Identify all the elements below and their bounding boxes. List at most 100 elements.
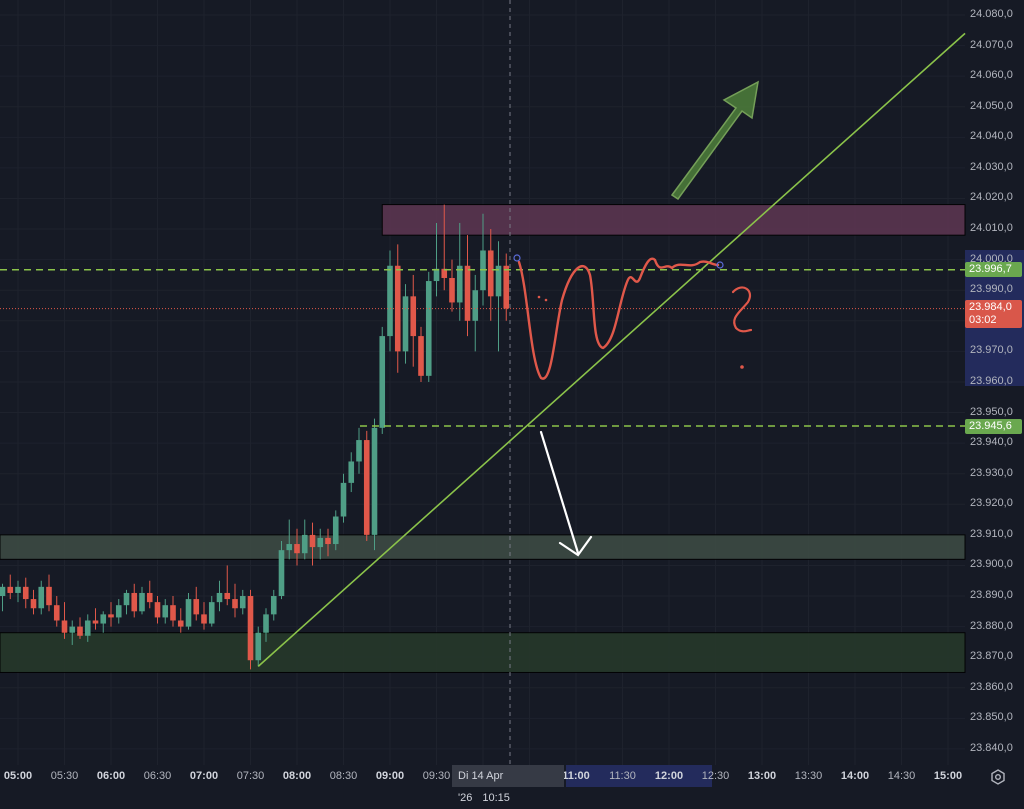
time-label: 09:00: [375, 770, 405, 782]
candle-body: [108, 614, 114, 618]
price-label: 24.010,0: [970, 222, 1013, 235]
candle: [464, 235, 471, 337]
candle-body: [53, 605, 60, 621]
time-label: 13:30: [794, 770, 823, 782]
candle: [15, 580, 21, 603]
candle-body: [46, 586, 52, 606]
candle: [115, 599, 122, 624]
price-label: 23.940,0: [970, 436, 1013, 449]
time-label: 14:00: [840, 770, 870, 782]
drawing-anchor-handle: [716, 261, 724, 269]
level-lower-tag: 23.945,6: [965, 419, 1022, 434]
candle: [425, 271, 432, 382]
price-label: 23.970,0: [970, 344, 1013, 357]
price-label: 23.880,0: [970, 619, 1013, 632]
candle: [69, 620, 76, 645]
price-label: 24.040,0: [970, 130, 1013, 143]
candle: [495, 241, 502, 352]
candle-body: [30, 599, 37, 609]
candle: [418, 326, 424, 382]
candle: [247, 589, 254, 670]
bullish-arrow-drawing: [670, 80, 759, 201]
candle: [7, 574, 14, 600]
candle: [270, 589, 277, 621]
price-label: 24.050,0: [970, 99, 1013, 112]
candle-body: [294, 544, 300, 554]
candle: [340, 473, 347, 523]
candle: [216, 580, 223, 612]
candle: [53, 596, 60, 627]
price-chart[interactable]: [0, 0, 1024, 787]
candle-body: [61, 620, 68, 633]
time-label: 07:30: [236, 770, 265, 782]
candle-body: [278, 550, 285, 597]
price-label: 24.080,0: [970, 8, 1013, 20]
candle-body: [325, 537, 331, 545]
candle: [131, 583, 138, 618]
candle: [402, 284, 409, 364]
candle: [503, 253, 510, 321]
current-price-tag: 23.984,0 03:02: [965, 300, 1022, 328]
candle: [84, 614, 91, 642]
time-label: 06:00: [96, 770, 126, 782]
candle: [239, 589, 246, 615]
candle-body: [170, 605, 176, 621]
candle-body: [301, 534, 308, 554]
candle: [22, 577, 29, 609]
candle-body: [441, 268, 448, 278]
candle-body: [208, 602, 215, 624]
question-mark-drawing: [731, 286, 753, 333]
price-label: 24.070,0: [970, 38, 1013, 51]
question-mark-dot: [740, 365, 744, 369]
drawing-anchor-handle: [513, 254, 521, 262]
candle: [278, 540, 285, 600]
price-label: 24.000,0: [970, 252, 1013, 265]
drawing-dot: [544, 298, 548, 302]
time-axis-selection: [566, 765, 712, 787]
candle: [38, 580, 45, 615]
candle-body: [139, 592, 145, 612]
time-label: 05:30: [50, 770, 79, 782]
candle-body: [22, 586, 29, 600]
trendline: [257, 32, 966, 667]
candle-body: [356, 440, 362, 462]
candle-body: [232, 599, 238, 609]
time-label: 12:30: [701, 770, 730, 782]
candle-body: [340, 482, 347, 517]
candle: [139, 586, 145, 615]
candle-body: [387, 265, 393, 337]
candle: [0, 583, 6, 612]
time-label: 14:30: [887, 770, 916, 782]
candle-body: [464, 265, 471, 321]
candle-body: [7, 586, 14, 593]
price-path-drawing: [517, 257, 720, 380]
candle: [286, 519, 293, 560]
candle: [356, 427, 362, 474]
price-label: 23.890,0: [970, 589, 1013, 602]
settings-gear-icon[interactable]: [990, 769, 1006, 785]
candle: [433, 222, 440, 297]
time-label: 05:00: [3, 770, 33, 782]
candle-body: [402, 296, 409, 352]
support-zone: [0, 534, 966, 560]
level-upper-tag: 23.996,7: [965, 262, 1022, 277]
candle: [449, 259, 455, 312]
candle-body: [193, 599, 200, 615]
candle-body: [185, 599, 192, 627]
price-label: 24.020,0: [970, 191, 1013, 204]
price-label: 24.060,0: [970, 69, 1013, 82]
candle-body: [216, 592, 223, 603]
candle: [30, 589, 37, 615]
candle-body: [224, 592, 231, 600]
candle: [394, 244, 401, 373]
candle-body: [131, 592, 138, 612]
price-label: 23.870,0: [970, 650, 1013, 663]
candle: [77, 617, 83, 639]
price-label: 23.900,0: [970, 558, 1013, 571]
candle-body: [115, 605, 122, 618]
candle-body: [15, 586, 21, 593]
candle-body: [0, 586, 6, 597]
candle-body: [123, 592, 130, 606]
candle-body: [317, 537, 324, 548]
demand-zone: [0, 632, 966, 673]
